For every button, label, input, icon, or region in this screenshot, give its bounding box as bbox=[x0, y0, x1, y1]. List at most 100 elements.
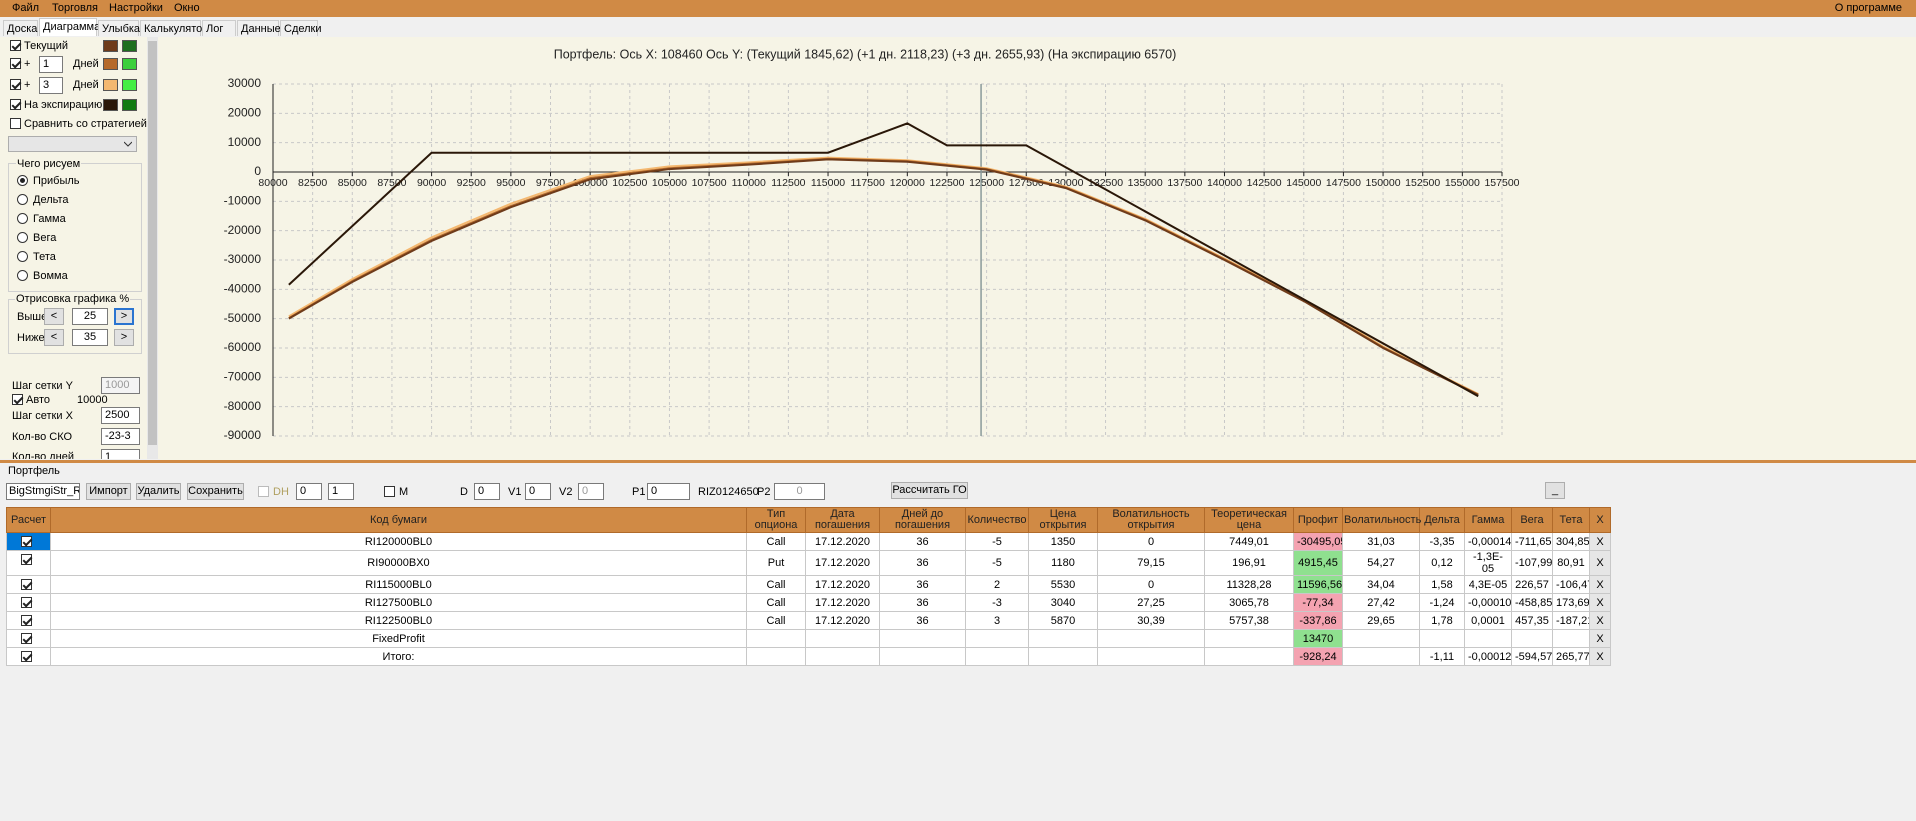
remove-button[interactable]: X bbox=[1589, 575, 1611, 594]
p1-input[interactable]: 0 bbox=[647, 483, 690, 500]
button[interactable]: _ bbox=[1545, 482, 1565, 499]
remove-button[interactable]: X bbox=[1589, 611, 1611, 630]
v1-input[interactable]: 0 bbox=[525, 483, 551, 500]
column-header[interactable]: Расчет bbox=[6, 507, 51, 533]
checkbox[interactable] bbox=[10, 40, 21, 51]
checkbox[interactable] bbox=[10, 58, 21, 69]
tab[interactable]: Лог bbox=[202, 20, 236, 36]
grid-x-input[interactable]: 2500 bbox=[101, 407, 140, 424]
checkbox[interactable] bbox=[258, 486, 269, 497]
color-swatch[interactable] bbox=[122, 40, 137, 52]
table-row[interactable]: RI115000BL0 Call 17.12.2020 36 2 5530 0 11328,2… bbox=[6, 575, 1611, 594]
column-header[interactable]: X bbox=[1589, 507, 1611, 533]
color-swatch[interactable] bbox=[103, 79, 118, 91]
tab[interactable]: Доска bbox=[3, 20, 38, 36]
strategy-dropdown[interactable] bbox=[8, 136, 137, 152]
positions-table: Расчет Код бумаги Тип опциона Дата погашени… bbox=[6, 507, 1611, 666]
radio[interactable] bbox=[17, 232, 28, 243]
spinner[interactable]: 1 bbox=[328, 483, 354, 500]
table-row[interactable]: RI120000BL0 Call 17.12.2020 36 -5 1350 0 7449,0… bbox=[6, 532, 1611, 551]
column-header[interactable]: Тета bbox=[1552, 507, 1590, 533]
menu-item[interactable]: Файл bbox=[12, 2, 40, 14]
column-header[interactable]: Вега bbox=[1511, 507, 1553, 533]
tab[interactable]: Диаграмма bbox=[39, 18, 100, 36]
table-row[interactable]: FixedProfit 13470 X bbox=[6, 629, 1611, 648]
remove-button[interactable]: X bbox=[1589, 550, 1611, 576]
splitter[interactable] bbox=[0, 460, 1916, 463]
color-swatch[interactable] bbox=[103, 40, 118, 52]
above-input[interactable]: 25 bbox=[72, 308, 108, 325]
days-count-input[interactable]: 1 bbox=[101, 449, 140, 459]
table-row[interactable]: Итого: -928,24 -1,11-0,000128-594,57265,77… bbox=[6, 647, 1611, 666]
scroll-thumb[interactable] bbox=[148, 41, 157, 445]
checkbox[interactable] bbox=[21, 651, 32, 662]
button[interactable]: Сохранить bbox=[187, 483, 244, 500]
checkbox[interactable] bbox=[12, 394, 23, 405]
tab[interactable]: Калькулятор bbox=[140, 20, 208, 36]
button[interactable]: Рассчитать ГО bbox=[891, 482, 968, 499]
color-swatch[interactable] bbox=[103, 58, 118, 70]
column-header[interactable]: Код бумаги bbox=[50, 507, 747, 533]
radio[interactable] bbox=[17, 270, 28, 281]
radio[interactable] bbox=[17, 251, 28, 262]
column-header[interactable]: Волатильность открытия bbox=[1097, 507, 1205, 533]
days-input[interactable]: 1 bbox=[39, 56, 63, 73]
button[interactable]: > bbox=[114, 308, 134, 325]
checkbox[interactable] bbox=[21, 554, 32, 565]
column-header[interactable]: Тип опциона bbox=[746, 507, 806, 533]
menu-item[interactable]: Торговля bbox=[52, 2, 98, 14]
tab[interactable]: Улыбка bbox=[98, 20, 140, 36]
checkbox[interactable] bbox=[10, 79, 21, 90]
remove-button[interactable]: X bbox=[1589, 629, 1611, 648]
radio[interactable] bbox=[17, 194, 28, 205]
column-header[interactable]: Волатильность bbox=[1342, 507, 1421, 533]
sko-input[interactable]: -23-3 bbox=[101, 428, 140, 445]
tab[interactable]: Сделки bbox=[280, 20, 322, 36]
column-header[interactable]: Цена открытия bbox=[1028, 507, 1098, 533]
color-swatch[interactable] bbox=[122, 79, 137, 91]
menu-about[interactable]: О программе bbox=[1834, 2, 1902, 14]
button[interactable]: < bbox=[44, 329, 64, 346]
d-input[interactable]: 0 bbox=[474, 483, 500, 500]
below-input[interactable]: 35 bbox=[72, 329, 108, 346]
checkbox[interactable] bbox=[384, 486, 395, 497]
column-header[interactable]: Профит bbox=[1293, 507, 1343, 533]
radio[interactable] bbox=[17, 175, 28, 186]
checkbox[interactable] bbox=[10, 118, 21, 129]
column-header[interactable]: Гамма bbox=[1464, 507, 1512, 533]
checkbox[interactable] bbox=[21, 579, 32, 590]
column-header[interactable]: Количество bbox=[965, 507, 1029, 533]
spinner[interactable]: 0 bbox=[296, 483, 322, 500]
cell: 457,35 bbox=[1511, 611, 1553, 630]
column-header[interactable]: Дней до погашения bbox=[879, 507, 966, 533]
table-row[interactable]: RI90000BX0 Put 17.12.2020 36 -5 1180 79,15 196,… bbox=[6, 550, 1611, 576]
remove-button[interactable]: X bbox=[1589, 593, 1611, 612]
menu-item[interactable]: Окно bbox=[174, 2, 200, 14]
days-input[interactable]: 3 bbox=[39, 77, 63, 94]
button[interactable]: < bbox=[44, 308, 64, 325]
table-row[interactable]: RI122500BL0 Call 17.12.2020 36 3 5870 30,39 575… bbox=[6, 611, 1611, 630]
remove-button[interactable]: X bbox=[1589, 532, 1611, 551]
tab[interactable]: Данные bbox=[237, 20, 281, 36]
strategy-select[interactable]: BigStmgiStr_R bbox=[6, 483, 80, 500]
column-header[interactable]: Теоретическая цена bbox=[1204, 507, 1294, 533]
column-header[interactable]: Дельта bbox=[1419, 507, 1465, 533]
button[interactable]: Удалить bbox=[136, 483, 181, 500]
checkbox[interactable] bbox=[21, 633, 32, 644]
color-swatch[interactable] bbox=[103, 99, 118, 111]
grid-y-input: 1000 bbox=[101, 377, 140, 394]
radio[interactable] bbox=[17, 213, 28, 224]
checkbox[interactable] bbox=[21, 615, 32, 626]
cell: -187,21 bbox=[1552, 611, 1590, 630]
button[interactable]: Импорт bbox=[86, 483, 131, 500]
color-swatch[interactable] bbox=[122, 58, 137, 70]
checkbox[interactable] bbox=[21, 597, 32, 608]
color-swatch[interactable] bbox=[122, 99, 137, 111]
button[interactable]: > bbox=[114, 329, 134, 346]
checkbox[interactable] bbox=[21, 536, 32, 547]
column-header[interactable]: Дата погашения bbox=[805, 507, 880, 533]
menu-item[interactable]: Настройки bbox=[109, 2, 163, 14]
checkbox[interactable] bbox=[10, 99, 21, 110]
remove-button[interactable]: X bbox=[1589, 647, 1611, 666]
table-row[interactable]: RI127500BL0 Call 17.12.2020 36 -3 3040 27,25 30… bbox=[6, 593, 1611, 612]
